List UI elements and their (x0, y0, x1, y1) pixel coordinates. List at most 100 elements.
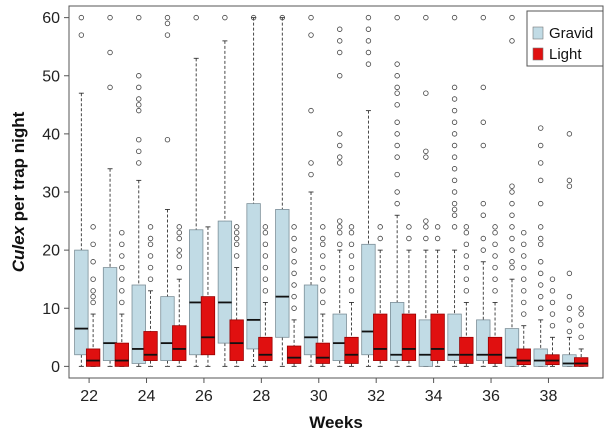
light-box-group (286, 224, 302, 367)
x-tick-label: 38 (540, 388, 558, 405)
outlier-point (308, 107, 314, 114)
outlier-point (90, 293, 96, 300)
outlier-point (451, 212, 458, 218)
light-box (200, 296, 216, 356)
outlier-point (509, 38, 515, 44)
outlier-point (394, 84, 400, 91)
outlier-point (451, 206, 458, 213)
gravid-box-group (160, 14, 175, 367)
outlier-point (451, 142, 458, 149)
outlier-point (136, 107, 142, 114)
outlier-point (291, 293, 297, 300)
outlier-point (423, 224, 429, 230)
outlier-point (566, 177, 573, 184)
outlier-point (136, 14, 142, 21)
outlier-point (566, 183, 573, 189)
outlier-point (521, 299, 527, 306)
outlier-point (262, 276, 269, 282)
outlier-point (566, 270, 573, 277)
y-tick-label: 30 (42, 185, 60, 202)
outlier-point (90, 259, 96, 265)
gravid-box-group (476, 14, 491, 367)
outlier-point (538, 305, 544, 311)
outlier-point (136, 160, 142, 166)
outlier-point (348, 224, 355, 230)
outlier-point (348, 253, 355, 259)
light-box-group (200, 226, 216, 367)
outlier-point (119, 264, 125, 271)
light-box-group (85, 224, 101, 367)
outlier-point (377, 224, 383, 230)
light-box (430, 313, 445, 361)
outlier-point (566, 317, 573, 323)
outlier-point (538, 160, 544, 166)
outlier-point (451, 154, 458, 160)
outlier-point (107, 49, 113, 56)
outlier-point (107, 84, 113, 91)
light-box (229, 319, 244, 361)
gravid-box-group (131, 14, 146, 367)
outlier-point (434, 235, 441, 242)
outlier-point (538, 293, 544, 300)
x-tick-label: 22 (80, 388, 98, 405)
outlier-point (509, 212, 515, 218)
outlier-point (406, 235, 412, 242)
light-box-group (516, 229, 531, 367)
outlier-point (136, 73, 142, 79)
outlier-point (492, 264, 498, 271)
outlier-point (423, 148, 429, 155)
outlier-point (337, 73, 343, 79)
gravid-box (361, 243, 376, 356)
outlier-point (566, 328, 573, 335)
outlier-point (320, 288, 326, 294)
light-box-group (258, 224, 273, 367)
outlier-point (451, 131, 458, 137)
gravid-box-group (246, 14, 261, 367)
x-tick-label: 24 (138, 388, 156, 405)
outlier-point (164, 32, 171, 38)
outlier-point (549, 322, 556, 329)
outlier-point (509, 14, 515, 21)
outlier-point (337, 241, 343, 248)
y-axis-title-rest: per trap night (9, 111, 28, 226)
gravid-box-group (562, 131, 577, 367)
outlier-point (538, 235, 544, 242)
outlier-point (176, 247, 182, 253)
outlier-point (566, 305, 573, 311)
outlier-point (107, 14, 113, 21)
gravid-box (189, 229, 204, 356)
y-tick-label: 50 (42, 68, 60, 85)
outlier-point (480, 119, 486, 125)
outlier-point (394, 154, 400, 160)
outlier-point (176, 235, 182, 242)
x-tick-label: 32 (367, 388, 385, 405)
outlier-point (262, 229, 269, 236)
outlier-point (365, 49, 372, 56)
light-box-group (487, 224, 503, 367)
outlier-point (136, 148, 142, 155)
x-tick-label: 36 (482, 388, 500, 405)
outlier-point (492, 288, 498, 294)
outlier-point (521, 311, 527, 317)
outlier-point (538, 241, 544, 248)
outlier-point (337, 49, 343, 56)
outlier-point (337, 154, 343, 160)
outlier-point (262, 224, 269, 230)
outlier-point (538, 142, 544, 149)
outlier-point (320, 235, 326, 242)
gravid-box (131, 284, 146, 364)
outlier-point (136, 136, 142, 143)
outlier-point (337, 131, 343, 137)
light-box (344, 336, 359, 364)
outlier-point (463, 224, 470, 230)
outlier-point (521, 276, 527, 282)
gravid-box (74, 249, 89, 356)
light-box (315, 342, 330, 364)
outlier-point (394, 171, 400, 178)
light-box (459, 336, 474, 364)
outlier-point (451, 84, 458, 91)
gravid-box-group (74, 14, 89, 367)
light-box (258, 336, 273, 361)
outlier-point (480, 235, 486, 242)
